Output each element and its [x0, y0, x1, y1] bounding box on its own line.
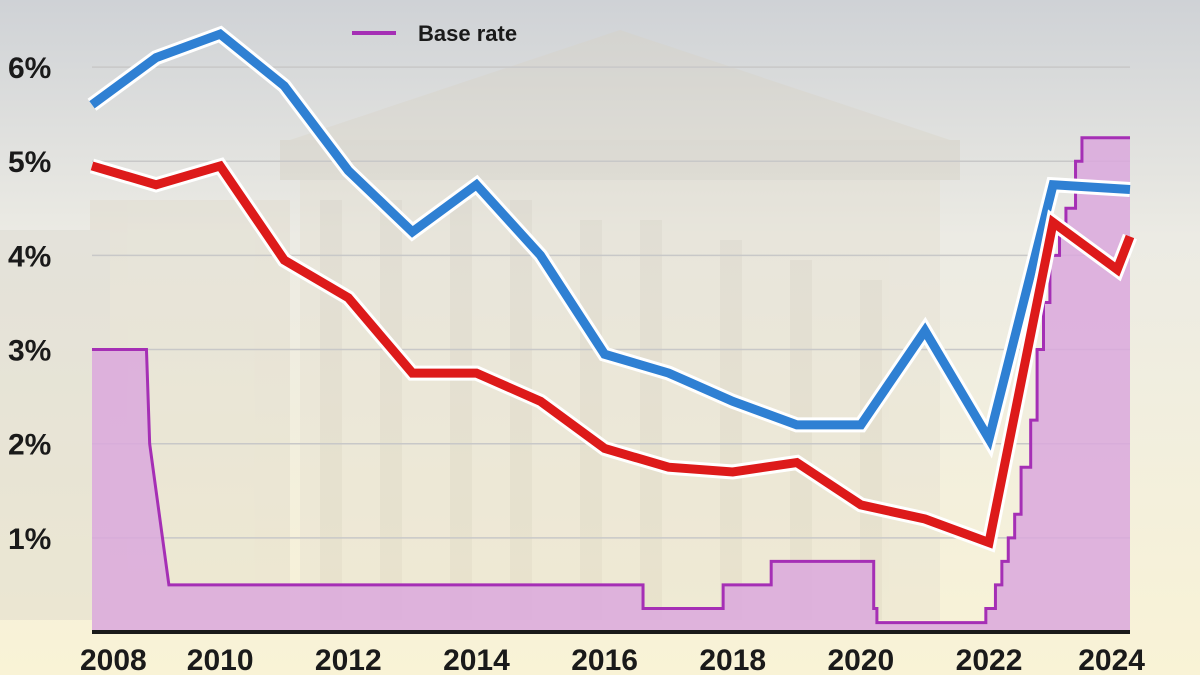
- y-tick-label-1: 1%: [8, 523, 51, 556]
- x-tick-label-2018: 2018: [699, 644, 766, 675]
- x-tick-label-2024: 2024: [1078, 644, 1145, 675]
- y-tick-label-4: 4%: [8, 240, 51, 273]
- x-tick-label-2008: 2008: [80, 644, 147, 675]
- x-tick-label-2012: 2012: [315, 644, 382, 675]
- legend: Base rate: [352, 21, 517, 46]
- base-rate-line: [92, 136, 1130, 625]
- building-illustration: [0, 30, 960, 620]
- series-line-series_red: [90, 160, 1135, 549]
- x-tick-label-2010: 2010: [187, 644, 254, 675]
- base-rate-fill: [92, 137, 1130, 632]
- x-tick-label-2020: 2020: [828, 644, 895, 675]
- y-tick-label-5: 5%: [8, 146, 51, 179]
- x-tick-label-2016: 2016: [571, 644, 638, 675]
- legend-label-base-rate: Base rate: [418, 21, 517, 46]
- x-tick-label-2014: 2014: [443, 644, 510, 675]
- series-lines: [87, 25, 1137, 553]
- series-line-series_blue: [89, 29, 1131, 451]
- y-tick-label-2: 2%: [8, 429, 51, 462]
- base-rate-area: [92, 136, 1130, 632]
- y-tick-label-3: 3%: [8, 335, 51, 368]
- x-tick-label-2022: 2022: [956, 644, 1023, 675]
- y-tick-label-6: 6%: [8, 52, 51, 85]
- x-axis-tick-labels: 2008 2010 2012 2014 2016 2018 2020 2022 2024: [80, 644, 1145, 675]
- y-axis-tick-labels: 1% 2% 3% 4% 5% 6%: [8, 52, 51, 556]
